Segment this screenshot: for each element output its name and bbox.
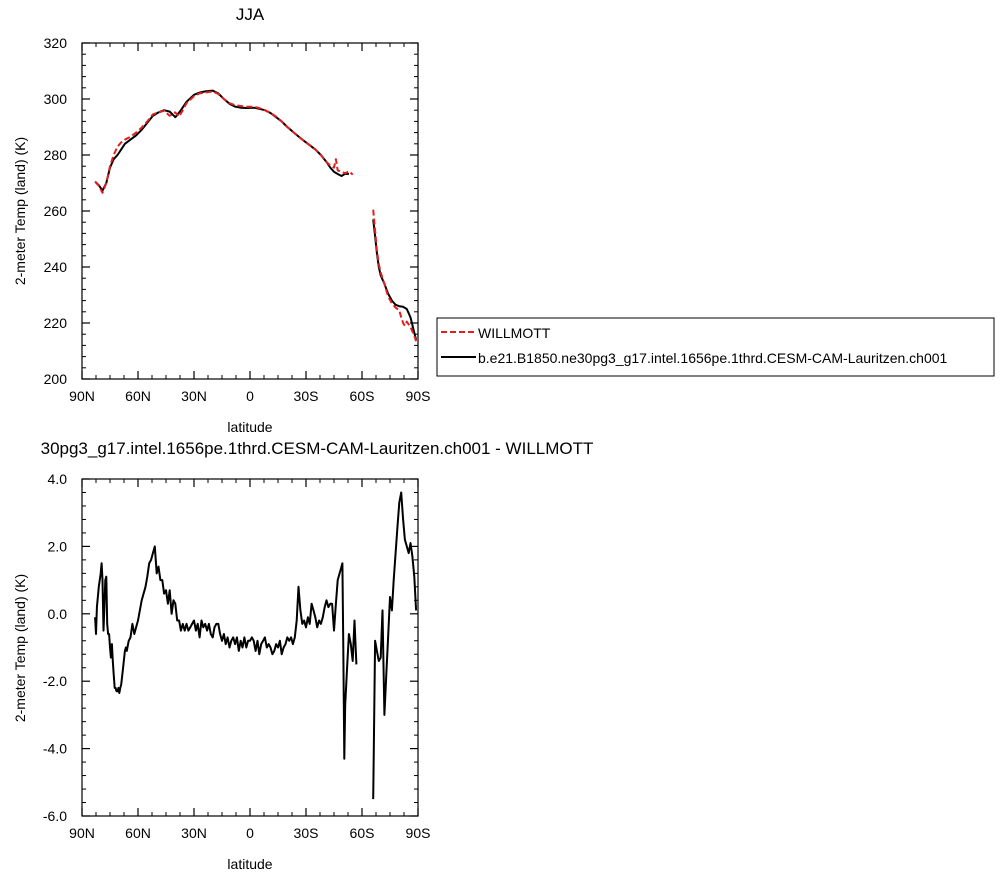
x-tick-label: 90N <box>69 388 95 404</box>
y-tick-label: 300 <box>44 91 68 107</box>
chart-title-bottom: 30pg3_g17.intel.1656pe.1thrd.CESM-CAM-La… <box>41 439 594 458</box>
y-tick-label: 320 <box>44 35 68 51</box>
series-line <box>372 491 418 800</box>
x-axis-label-top: latitude <box>227 419 272 435</box>
y-tick-label: 220 <box>44 315 68 331</box>
x-tick-label: 60S <box>350 825 375 841</box>
x-tick-label: 30S <box>294 388 319 404</box>
x-tick-label: 30N <box>181 825 207 841</box>
y-tick-label: 4.0 <box>48 471 68 487</box>
series-line <box>94 90 354 194</box>
x-tick-label: 90S <box>406 388 431 404</box>
plot-frame <box>81 478 419 817</box>
x-tick-label: 60N <box>125 388 151 404</box>
x-tick-label: 60S <box>350 388 375 404</box>
y-tick-label: 240 <box>44 259 68 275</box>
y-tick-label: 2.0 <box>48 538 68 554</box>
y-tick-label: 260 <box>44 203 68 219</box>
series-line <box>372 219 418 341</box>
x-tick-label: 0 <box>246 388 254 404</box>
chart-panel-bottom: 30pg3_g17.intel.1656pe.1thrd.CESM-CAM-La… <box>12 439 593 872</box>
series-line <box>94 545 358 760</box>
y-tick-label: 280 <box>44 147 68 163</box>
x-tick-label: 30S <box>294 825 319 841</box>
y-axis-label-top: 2-meter Temp (land) (K) <box>12 137 28 285</box>
series-line <box>94 89 349 192</box>
y-tick-label: 200 <box>44 371 68 387</box>
y-tick-label: 0.0 <box>48 606 68 622</box>
x-tick-label: 30N <box>181 388 207 404</box>
legend-label-model: b.e21.B1850.ne30pg3_g17.intel.1656pe.1th… <box>478 350 948 366</box>
x-tick-label: 90S <box>406 825 431 841</box>
legend-box <box>436 317 995 377</box>
x-tick-label: 90N <box>69 825 95 841</box>
chart-panel-top: JJA latitude 2-meter Temp (land) (K) 200… <box>12 5 430 435</box>
legend-label-willmott: WILLMOTT <box>478 325 551 341</box>
series-line <box>372 209 418 342</box>
chart-title-top: JJA <box>236 5 265 24</box>
x-tick-label: 60N <box>125 825 151 841</box>
x-tick-label: 0 <box>246 825 254 841</box>
x-axis-label-bottom: latitude <box>227 856 272 872</box>
y-tick-label: -6.0 <box>43 808 67 824</box>
y-tick-label: -4.0 <box>43 741 67 757</box>
y-tick-label: -2.0 <box>43 673 67 689</box>
plot-frame <box>81 42 419 380</box>
legend: WILLMOTT b.e21.B1850.ne30pg3_g17.intel.1… <box>436 317 995 377</box>
y-axis-label-bottom: 2-meter Temp (land) (K) <box>12 574 28 722</box>
